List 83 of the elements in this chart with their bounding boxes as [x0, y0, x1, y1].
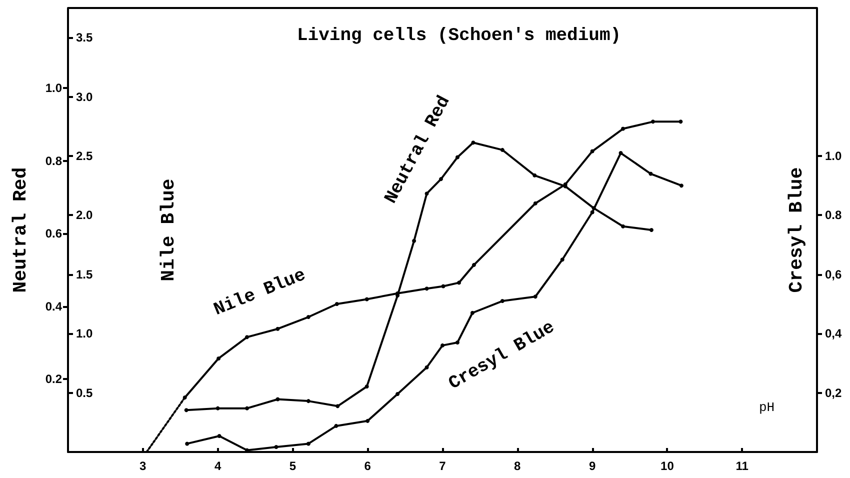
point	[276, 326, 280, 331]
point	[216, 406, 220, 410]
x-tick-label: 6	[364, 459, 372, 473]
point	[618, 151, 623, 156]
y2-axis-title: Nile Blue	[158, 178, 180, 282]
point	[274, 444, 278, 449]
x-tick-label: 9	[588, 459, 596, 473]
y3-tick-label: 0,4	[825, 326, 842, 341]
point	[364, 297, 369, 302]
point	[592, 206, 596, 210]
point	[455, 155, 460, 160]
y-tick-label: 0.8	[45, 154, 62, 168]
point	[440, 343, 444, 348]
point	[471, 140, 476, 145]
point	[245, 406, 250, 410]
x-tick-label: 10	[660, 459, 674, 473]
y-axis-title: Neutral Red	[10, 167, 32, 293]
point	[366, 418, 370, 423]
x-tick-label: 8	[514, 459, 522, 473]
text: Living cells (Schoen's medium)	[297, 26, 622, 46]
point	[650, 120, 655, 124]
point	[533, 294, 538, 299]
point	[396, 294, 400, 298]
y-tick-label: 0.4	[45, 299, 62, 314]
y2-tick-label: 3.0	[76, 90, 94, 104]
x-tick-label: 3	[140, 459, 147, 473]
point	[424, 365, 429, 370]
point	[182, 396, 187, 400]
point	[590, 210, 594, 214]
point	[412, 238, 416, 243]
y3-tick-label: 1.0	[825, 149, 842, 163]
point	[306, 315, 310, 320]
point	[184, 408, 188, 412]
point	[621, 224, 626, 228]
point	[306, 399, 310, 404]
point	[560, 258, 564, 262]
point	[679, 184, 684, 188]
point	[276, 397, 280, 402]
point	[590, 149, 594, 154]
point	[306, 442, 310, 446]
point	[500, 299, 504, 304]
point	[532, 173, 537, 178]
point	[245, 335, 250, 340]
point	[185, 442, 190, 446]
text: Nile Blue	[211, 266, 309, 320]
point	[648, 172, 653, 176]
y2-tick-label: 2.0	[76, 208, 94, 222]
x-tick-label: 7	[439, 459, 446, 473]
y3-tick-label: 0,2	[825, 386, 842, 400]
x-tick-label: 5	[289, 459, 296, 473]
point	[334, 302, 339, 306]
point	[621, 126, 626, 131]
point	[216, 356, 221, 360]
y2-tick-label: 1.0	[76, 326, 94, 341]
point	[472, 262, 476, 267]
y-tick-label: 0.6	[45, 226, 62, 241]
y2-tick-label: 1.5	[76, 267, 94, 282]
point	[500, 148, 504, 152]
point	[334, 424, 338, 428]
y3-tick-label: 0,6	[825, 267, 842, 282]
y3-axis-title: Cresyl Blue	[786, 167, 808, 293]
point	[424, 286, 429, 291]
y-tick-label: 1.0	[45, 81, 62, 96]
y2-tick-label: 0.5	[76, 386, 94, 400]
point	[439, 177, 443, 182]
y2-tick-label: 3.5	[76, 30, 94, 45]
y2-tick-label: 2.5	[76, 149, 94, 163]
point	[470, 310, 474, 315]
x-tick-label: 11	[736, 459, 749, 473]
x-axis-title: pH	[759, 400, 775, 415]
y-tick-label: 0.2	[45, 372, 62, 386]
point	[649, 228, 654, 232]
point	[217, 434, 222, 438]
point	[678, 120, 683, 124]
point	[455, 340, 460, 344]
point	[441, 284, 446, 288]
point	[533, 201, 538, 206]
point	[336, 404, 340, 408]
point	[396, 392, 400, 396]
point	[456, 280, 461, 285]
y3-tick-label: 0.8	[825, 208, 842, 222]
point	[364, 384, 369, 388]
x-tick-label: 4	[214, 459, 222, 473]
